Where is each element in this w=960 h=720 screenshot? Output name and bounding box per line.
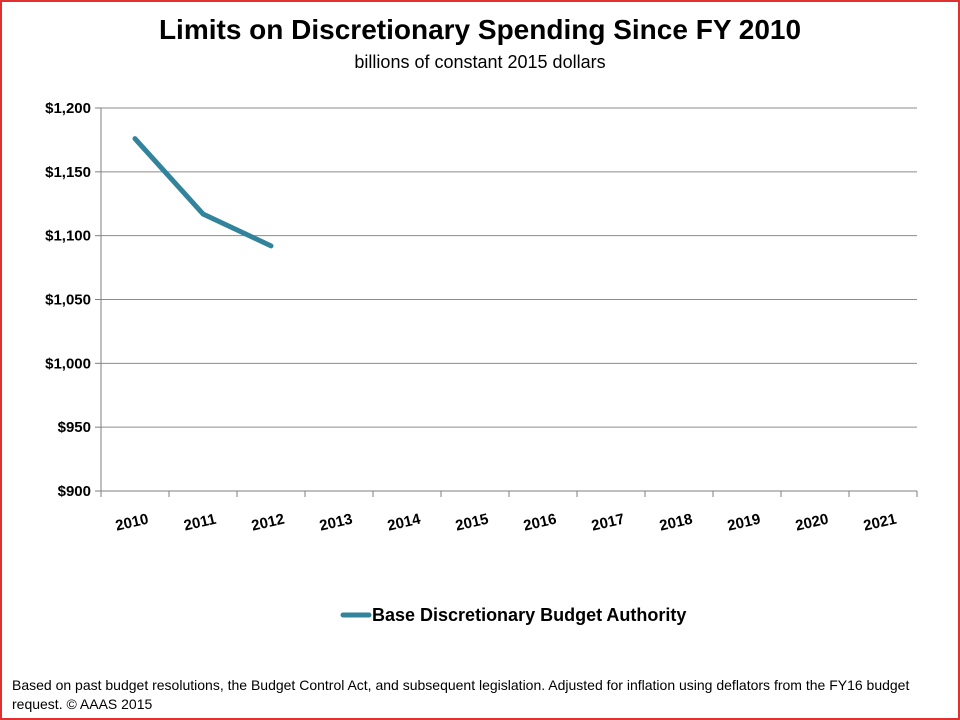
series-lines (132, 136, 274, 249)
footnote: Based on past budget resolutions, the Bu… (12, 677, 910, 712)
x-tick-label: 2010 (114, 511, 150, 535)
series-line (132, 136, 274, 249)
x-tick-label: 2019 (726, 511, 762, 535)
x-tick-label: 2014 (386, 510, 423, 534)
y-axis-tick-labels: $900 $950 $1,000 $1,050 $1,100 $1,150 $1,200 (45, 100, 91, 500)
y-tick-label: $1,050 (45, 292, 91, 309)
x-tick-label: 2017 (590, 511, 626, 535)
y-tick-label: $900 (58, 483, 91, 500)
x-tick-label: 2021 (862, 511, 898, 535)
x-axis-tick-labels: 2010 2011 2012 2013 2014 2015 2016 2017 2018 2019… (114, 510, 898, 534)
x-tick-label: 2020 (794, 511, 830, 535)
legend: Base Discretionary Budget Authority (340, 605, 686, 625)
x-tick-label: 2013 (318, 511, 354, 535)
gridlines (101, 107, 917, 428)
axes (95, 107, 918, 497)
x-tick-label: 2011 (182, 511, 218, 535)
y-tick-label: $1,100 (45, 228, 91, 245)
y-tick-label: $1,200 (45, 100, 91, 117)
x-tick-label: 2012 (250, 511, 286, 535)
y-tick-label: $1,000 (45, 355, 91, 372)
y-tick-label: $950 (58, 419, 91, 436)
chart-subtitle: billions of constant 2015 dollars (354, 52, 606, 72)
x-tick-label: 2018 (658, 511, 694, 535)
y-tick-label: $1,150 (45, 164, 91, 181)
chart-title: Limits on Discretionary Spending Since F… (158, 14, 802, 45)
legend-label: Base Discretionary Budget Authority (372, 605, 686, 625)
x-tick-label: 2015 (454, 511, 490, 535)
x-tick-label: 2016 (522, 511, 558, 535)
